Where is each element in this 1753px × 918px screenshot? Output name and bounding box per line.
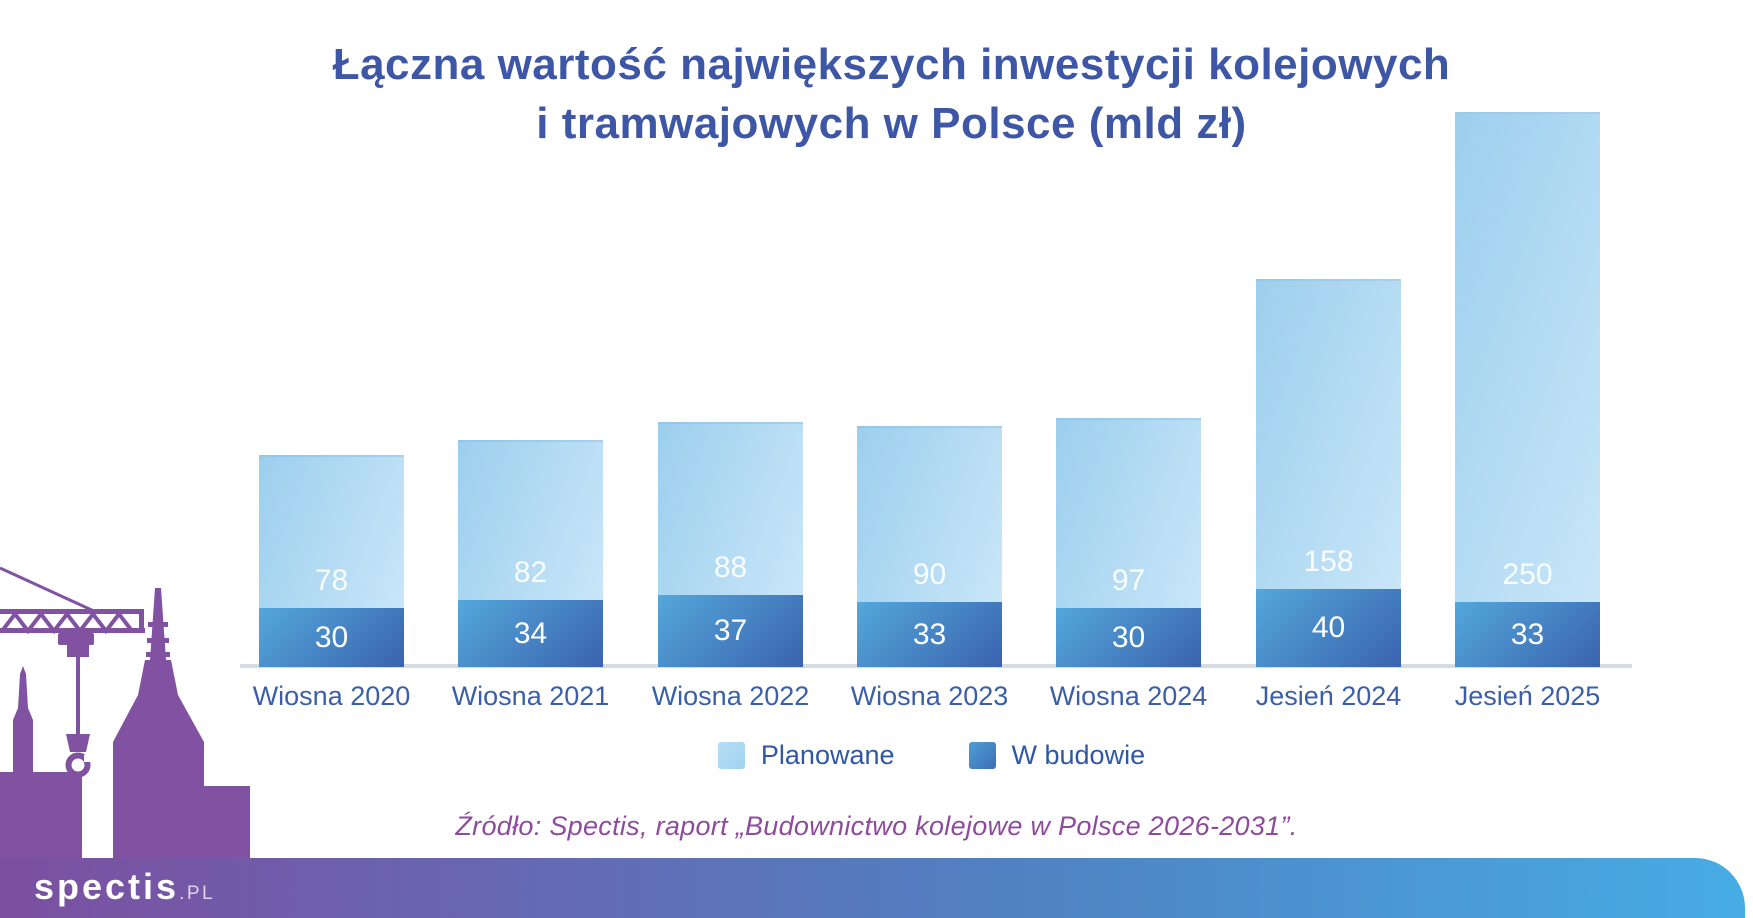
bar-wiosna-2023: 90 33 (857, 425, 1002, 667)
value-label-planowane: 78 (314, 564, 349, 598)
legend: Planowane W budowie (55, 740, 1753, 771)
legend-swatch-dark-blue (968, 742, 996, 769)
legend-swatch-light-blue (717, 742, 745, 769)
segment-w-budowie: 37 (658, 594, 803, 667)
chart-title: Łączna wartość największych inwestycji k… (0, 36, 1753, 154)
segment-planowane: 97 (1056, 418, 1201, 609)
brand-domain-suffix: .pl (179, 883, 216, 904)
chart-title-line1: Łączna wartość największych inwestycji k… (332, 40, 1451, 89)
value-label-planowane: 82 (513, 556, 548, 590)
value-label-w-budowie: 33 (1510, 617, 1545, 651)
segment-planowane: 82 (458, 439, 603, 601)
segment-w-budowie: 40 (1256, 588, 1401, 667)
bar-wiosna-2020: 78 30 (259, 455, 404, 667)
segment-w-budowie: 34 (458, 600, 603, 667)
segment-planowane: 78 (259, 455, 404, 609)
segment-w-budowie: 30 (259, 608, 404, 667)
crane-jib-truss (0, 610, 134, 635)
legend-label: W budowie (1011, 740, 1146, 770)
bar-wiosna-2024: 97 30 (1056, 418, 1201, 667)
value-label-planowane: 90 (912, 558, 947, 592)
bar-jesień-2025: 250 33 (1455, 112, 1600, 667)
value-label-w-budowie: 34 (513, 616, 548, 650)
source-note: Źródło: Spectis, raport „Budownictwo kol… (0, 811, 1753, 842)
x-axis-label: Jesień 2025 (1454, 681, 1601, 711)
value-label-planowane: 158 (1303, 544, 1354, 578)
segment-planowane: 88 (658, 422, 803, 595)
value-label-w-budowie: 30 (1111, 620, 1146, 654)
legend-label: Planowane (760, 740, 895, 770)
city-skyline-silhouette (0, 566, 250, 862)
bar-wiosna-2022: 88 37 (658, 422, 803, 667)
brand-name: spectis (34, 866, 180, 907)
brand-logo: spectis.pl (34, 866, 215, 908)
palace-tower-body (113, 695, 204, 862)
small-spire-building (13, 666, 33, 774)
source-text: Źródło: Spectis, raport „Budownictwo kol… (455, 811, 1298, 841)
segment-planowane: 158 (1256, 278, 1401, 589)
segment-planowane: 90 (857, 425, 1002, 603)
x-axis-label: Wiosna 2022 (651, 681, 810, 711)
legend-item-planowane: Planowane (717, 740, 895, 771)
segment-w-budowie: 33 (857, 602, 1002, 667)
footer-gradient-bar: spectis.pl (0, 858, 1745, 918)
x-axis-label: Jesień 2024 (1255, 681, 1402, 711)
bar-wiosna-2021: 82 34 (458, 439, 603, 667)
value-label-planowane: 97 (1111, 564, 1146, 598)
value-label-w-budowie: 40 (1311, 610, 1346, 644)
crane-hoist-cable (76, 657, 80, 735)
value-label-w-budowie: 37 (713, 613, 748, 647)
legend-item-w-budowie: W budowie (968, 740, 1146, 771)
x-axis-label: Wiosna 2021 (451, 681, 610, 711)
segment-w-budowie: 33 (1455, 602, 1600, 667)
bar-jesień-2024: 158 40 (1256, 278, 1401, 667)
crane-pendant-cable (0, 566, 97, 614)
buildings-silhouette (0, 588, 250, 862)
x-axis-label: Wiosna 2023 (850, 681, 1009, 711)
segment-w-budowie: 30 (1056, 608, 1201, 667)
value-label-w-budowie: 33 (912, 617, 947, 651)
segment-planowane: 250 (1455, 112, 1600, 603)
x-axis-label: Wiosna 2024 (1049, 681, 1208, 711)
value-label-planowane: 88 (713, 550, 748, 584)
value-label-planowane: 250 (1502, 558, 1553, 592)
x-axis-label: Wiosna 2020 (252, 681, 411, 711)
crane-icon (0, 566, 145, 778)
chart-title-line2: i tramwajowych w Polsce (mld zł) (536, 98, 1247, 148)
value-label-w-budowie: 30 (314, 620, 349, 654)
